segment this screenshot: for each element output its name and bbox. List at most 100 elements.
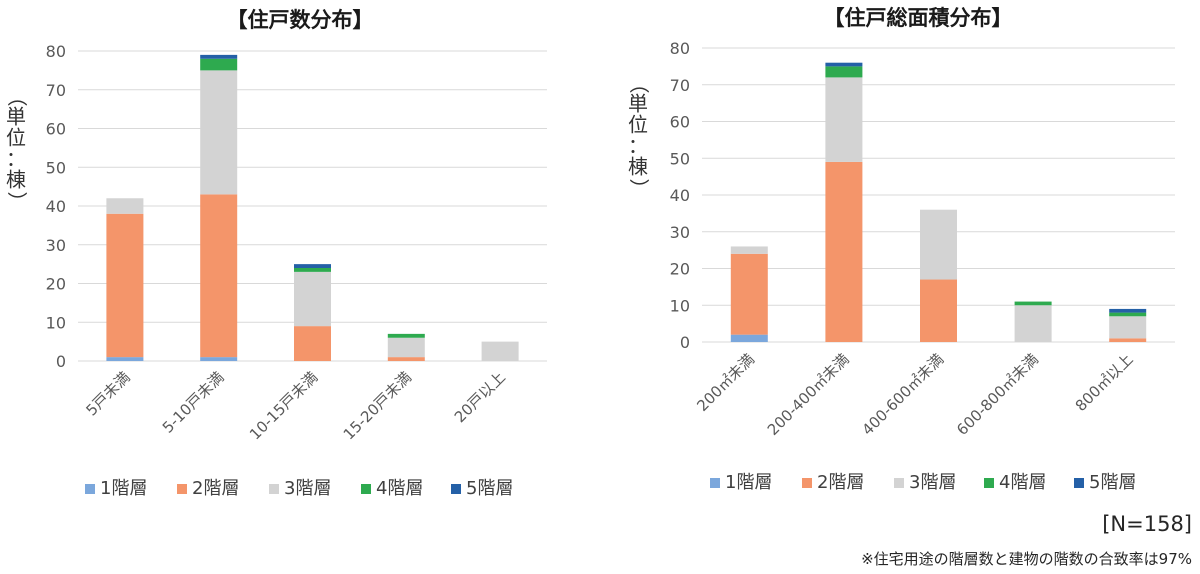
legend-item: 2階層 [802,472,864,493]
y-axis-label-char: 棟 [6,168,26,192]
bar-segment [825,66,863,78]
y-tick-label: 70 [670,76,690,95]
y-tick-label: 10 [46,313,66,332]
y-tick-label: 40 [46,197,66,216]
y-axis-label-char: ： [6,147,26,171]
legend-swatch [451,484,461,494]
legend-item: 4階層 [361,478,423,499]
bar-segment [730,334,768,342]
legend-label: 1階層 [725,472,772,493]
x-category-label: 5-10戸未満 [159,368,228,437]
legend-item: 5階層 [451,478,513,499]
legend-item: 4階層 [984,472,1046,493]
y-tick-label: 80 [670,39,690,58]
y-axis-label-char: （ [5,87,29,107]
footnote: ※住宅用途の階層数と建物の階数の合致率は97% [861,550,1192,568]
sample-size-label: [N=158] [1102,512,1192,536]
chart-house-count: 【住戸数分布】 0 10 20 30 40 50 60 70 80 （単位：棟） 5戸未満 5-10戸未… [5,8,547,499]
legend-swatch [361,484,371,494]
bar-segment [106,213,144,358]
bar-segment [200,54,238,59]
bar-segment [730,246,768,254]
legend-item: 1階層 [85,478,147,499]
y-tick-label: 0 [680,333,690,352]
legend-label: 4階層 [376,478,423,499]
x-category-label: 200㎡未満 [693,350,758,415]
x-category-label: 400-600㎡未満 [858,350,947,439]
y-axis-label-char: （ [627,74,651,94]
legend-swatch [177,484,187,494]
bar-segment [106,198,144,214]
bar-segment [294,271,331,327]
legend-item: 5階層 [1074,472,1136,493]
legend-label: 5階層 [1089,472,1136,493]
bar-segment [294,268,331,272]
y-tick-label: 0 [56,352,66,371]
bar-segment [106,357,144,361]
legend-label: 5階層 [466,478,513,499]
y-tick-label: 30 [46,236,66,255]
legend-item: 1階層 [710,472,772,493]
y-tick-label: 80 [46,42,66,61]
y-axis-label-char: 棟 [628,155,648,179]
bar-segment [387,357,425,361]
bar-segment [1109,316,1147,339]
bar-segment [1109,308,1147,313]
y-axis-label-char: ） [627,179,651,199]
bar-segment [920,279,957,342]
y-tick-label: 60 [46,120,66,139]
legend-swatch [984,478,994,488]
y-axis-label-char: 位 [6,126,26,150]
x-category-label: 15-20戸未満 [340,368,415,443]
bar-segment [825,77,863,162]
bar-segment [200,58,238,71]
right-chart-title: 【住戸総面積分布】 [824,6,1013,30]
y-axis-label-char: 単 [6,105,26,129]
bar-segment [825,62,863,67]
legend-label: 4階層 [999,472,1046,493]
legend-label: 3階層 [284,478,331,499]
chart-floor-area: 【住戸総面積分布】 0 10 20 30 40 50 60 70 80 （単位：棟） 200㎡未満 20… [627,6,1175,493]
x-category-label: 20戸以上 [451,368,509,426]
y-axis-label-char: 単 [628,92,648,116]
y-tick-label: 20 [46,275,66,294]
legend-swatch [1074,478,1084,488]
x-category-label: 5戸未満 [82,368,133,419]
left-chart-title: 【住戸数分布】 [227,8,374,32]
bar-segment [481,341,519,361]
legend-swatch [802,478,812,488]
y-axis-label-char: ： [628,134,648,158]
bar-segment [200,357,238,361]
y-tick-label: 40 [670,186,690,205]
x-category-label: 200-400㎡未満 [764,350,853,439]
legend-label: 3階層 [909,472,956,493]
legend-label: 2階層 [192,478,239,499]
bar-segment [1014,301,1052,306]
y-tick-label: 10 [670,296,690,315]
legend-swatch [85,484,95,494]
legend-item: 2階層 [177,478,239,499]
legend-swatch [894,478,904,488]
x-category-label: 600-800㎡未満 [953,350,1042,439]
legend-item: 3階層 [894,472,956,493]
left-y-axis-label: （単位：棟） [5,87,29,212]
y-tick-label: 20 [670,260,690,279]
x-category-label: 800㎡以上 [1072,350,1137,415]
bar-segment [1014,305,1052,342]
legend-item: 3階層 [269,478,331,499]
bar-segment [730,253,768,335]
y-tick-label: 60 [670,113,690,132]
bar-segment [200,194,238,358]
y-tick-label: 30 [670,223,690,242]
right-y-axis-label: （単位：棟） [627,74,651,199]
legend-label: 2階層 [817,472,864,493]
y-tick-label: 50 [670,149,690,168]
x-category-label: 10-15戸未満 [246,368,321,443]
y-tick-label: 70 [46,81,66,100]
bar-segment [387,337,425,358]
y-axis-label-char: ） [5,192,29,212]
bar-segment [387,333,425,338]
bar-segment [1109,338,1147,342]
bar-segment [1109,312,1147,317]
bar-segment [294,326,331,361]
